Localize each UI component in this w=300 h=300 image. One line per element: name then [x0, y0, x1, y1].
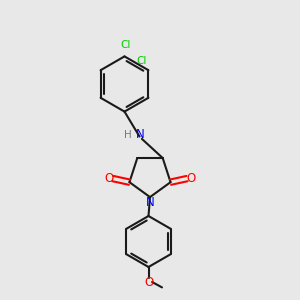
Text: N: N [146, 196, 154, 209]
Text: O: O [145, 275, 154, 289]
Text: H: H [124, 130, 132, 140]
Text: N: N [136, 128, 145, 142]
Text: O: O [105, 172, 114, 185]
Text: Cl: Cl [121, 40, 131, 50]
Text: Cl: Cl [136, 56, 147, 66]
Text: O: O [186, 172, 195, 185]
